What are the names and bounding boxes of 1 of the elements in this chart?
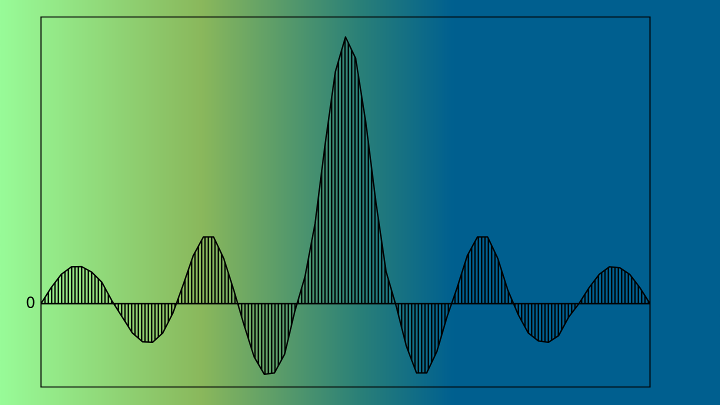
text: 0 (26, 296, 34, 308)
